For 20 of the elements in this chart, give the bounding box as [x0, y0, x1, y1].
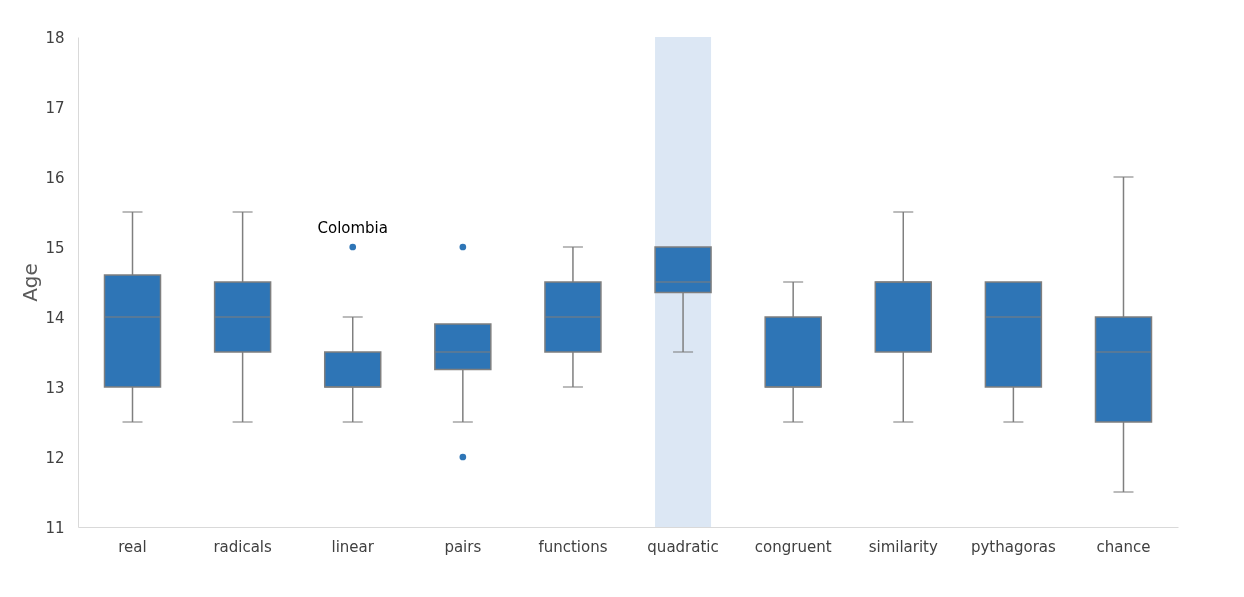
y-tick-label: 18 [45, 28, 65, 47]
x-tick-label: quadratic [647, 537, 719, 556]
y-tick-label: 12 [45, 448, 65, 467]
x-tick-label: similarity [868, 537, 938, 556]
x-tick-label: pairs [444, 537, 482, 556]
x-tick-label: real [118, 537, 147, 556]
y-axis-title: Age [18, 263, 43, 302]
y-tick-label: 17 [45, 98, 65, 117]
x-tick-label: pythagoras [970, 537, 1056, 556]
x-tick-label: functions [538, 537, 608, 556]
y-tick-label: 16 [45, 168, 65, 187]
x-tick-label: linear [331, 537, 375, 556]
y-tick-label: 13 [45, 378, 65, 397]
x-tick-label: chance [1096, 537, 1151, 556]
annotation: Colombia [317, 219, 388, 237]
x-tick-label: congruent [754, 537, 832, 556]
x-tick-label: radicals [213, 537, 273, 556]
y-tick-label: 15 [45, 238, 65, 257]
y-tick-label: 11 [45, 518, 65, 537]
y-tick-label: 14 [45, 308, 65, 327]
